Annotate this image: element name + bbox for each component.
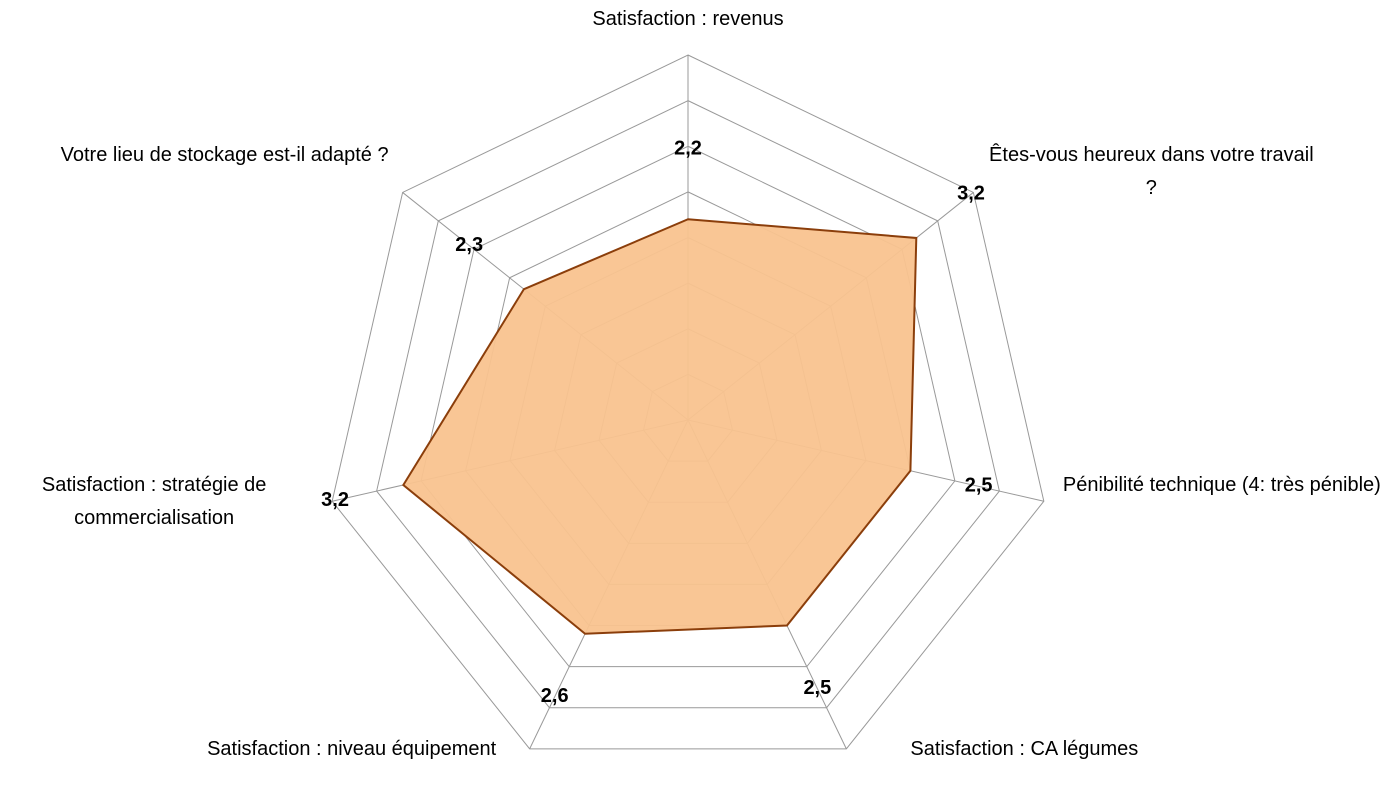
data-label: 2,3 (455, 234, 483, 256)
grid-ring (331, 54, 1045, 750)
data-label: 2,2 (674, 138, 702, 160)
data-label: 2,5 (965, 475, 993, 497)
category-label: Pénibilité technique (4: très pénible) (1062, 473, 1381, 496)
category-label: Satisfaction : niveau équipement (207, 738, 497, 761)
category-label: Satisfaction : stratégie de commercialis… (41, 473, 267, 529)
grid-ring (376, 100, 1000, 709)
category-label: Êtes-vous heureux dans votre travail ? (989, 143, 1314, 199)
data-label: 2,5 (803, 677, 831, 699)
category-label: Satisfaction : revenus (592, 8, 784, 30)
category-label: Votre lieu de stockage est-il adapté ? (60, 143, 389, 166)
series-area (402, 218, 918, 635)
data-label: 3,2 (957, 183, 985, 205)
data-label: 3,2 (321, 489, 349, 511)
data-label: 2,6 (541, 685, 569, 707)
category-label: Satisfaction : CA légumes (910, 738, 1139, 761)
